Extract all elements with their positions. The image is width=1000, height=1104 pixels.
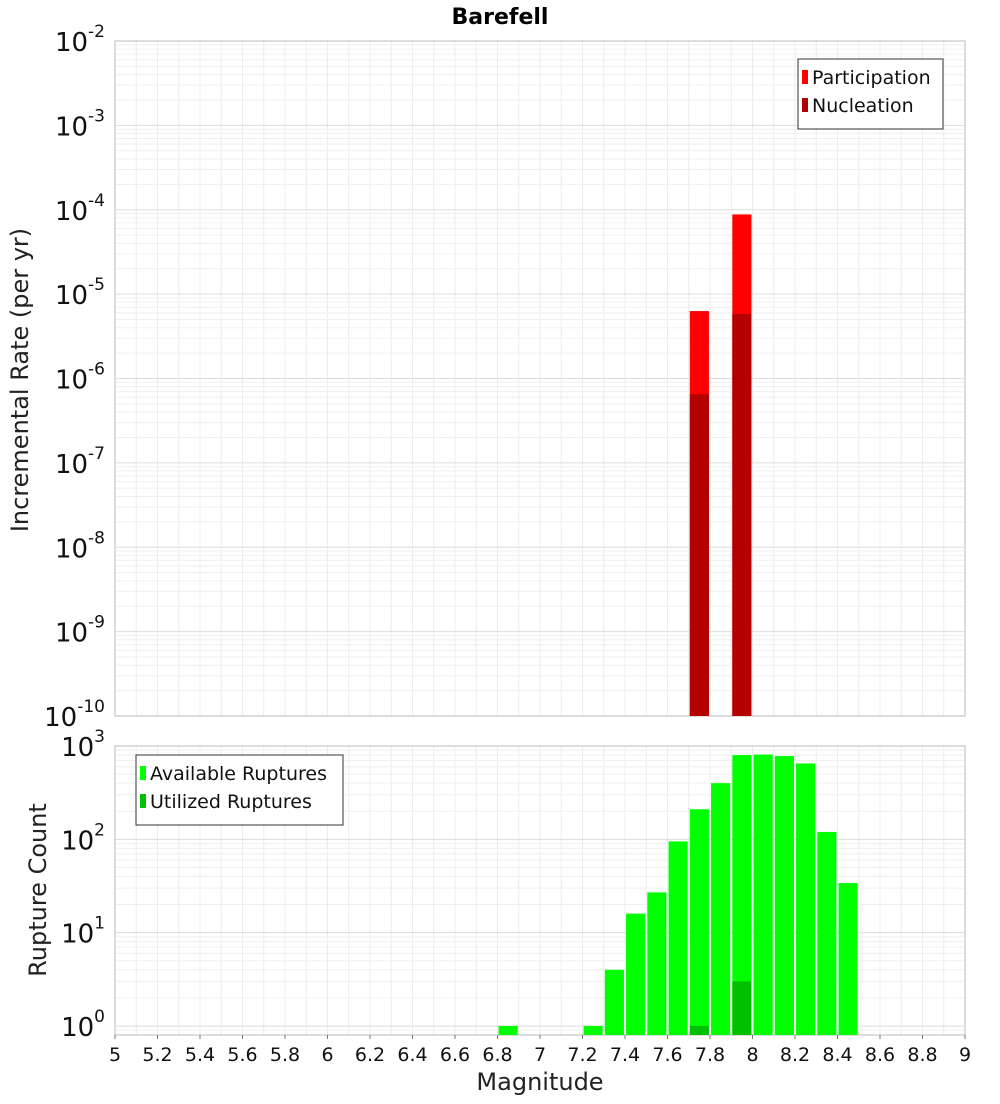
x-tick-label: 7.4	[610, 1044, 640, 1066]
y-tick-base: 10	[55, 281, 88, 311]
y-tick-label: 10-8	[55, 528, 105, 564]
y-tick-label: 10-7	[55, 444, 105, 480]
y-tick-base: 10	[61, 826, 94, 856]
y-tick-base: 10	[55, 619, 88, 649]
y-tick-base: 10	[55, 197, 88, 227]
x-tick-label: 6.8	[482, 1044, 512, 1066]
count-y-axis-label: Rupture Count	[24, 803, 52, 977]
y-tick-label: 10-9	[55, 613, 105, 649]
x-tick-label: 8.8	[907, 1044, 937, 1066]
y-tick-exponent: -6	[88, 360, 105, 380]
y-tick-base: 10	[61, 920, 94, 950]
y-tick-label: 10-4	[55, 191, 105, 227]
legend-label: Participation	[812, 67, 931, 89]
y-tick-label: 100	[61, 1007, 105, 1043]
legend-label: Nucleation	[812, 95, 914, 117]
bar-available-ruptures	[498, 1025, 518, 1035]
chart-title: Barefell	[452, 5, 549, 30]
plot-frame	[114, 40, 966, 717]
x-tick-label: 5.2	[142, 1044, 172, 1066]
y-tick-base: 10	[55, 112, 88, 142]
legend-swatch	[802, 98, 808, 112]
y-tick-exponent: 3	[94, 727, 105, 747]
y-tick-base: 10	[55, 534, 88, 564]
y-tick-base: 10	[61, 1013, 94, 1043]
x-tick-label: 5.4	[185, 1044, 215, 1066]
legend-swatch	[140, 766, 146, 780]
x-axis-label: Magnitude	[476, 1068, 603, 1096]
rate-panel: 10-1010-910-810-710-610-510-410-310-2Par…	[44, 22, 966, 733]
y-tick-label: 10-3	[55, 106, 105, 142]
x-tick-label: 9	[959, 1044, 971, 1066]
x-tick-label: 5	[109, 1044, 121, 1066]
bar-available-ruptures	[668, 841, 688, 1035]
legend-label: Available Ruptures	[150, 763, 327, 785]
y-tick-exponent: -4	[88, 191, 105, 211]
bar-available-ruptures	[711, 783, 731, 1035]
x-tick-label: 5.6	[227, 1044, 257, 1066]
y-tick-base: 10	[61, 733, 94, 763]
bar-available-ruptures	[753, 754, 773, 1035]
bar-available-ruptures	[796, 763, 816, 1035]
legend-box	[797, 58, 944, 130]
bar-utilized-ruptures	[689, 1025, 709, 1035]
y-tick-label: 10-10	[44, 697, 105, 733]
bar-available-ruptures	[774, 756, 794, 1035]
legend-swatch	[802, 70, 808, 84]
x-tick-label: 6.6	[440, 1044, 470, 1066]
x-tick-label: 8.4	[822, 1044, 852, 1066]
bar-available-ruptures	[647, 892, 667, 1035]
x-tick-label: 7.2	[567, 1044, 597, 1066]
y-tick-exponent: 1	[94, 914, 105, 934]
bar-available-ruptures	[838, 883, 858, 1035]
legend-swatch	[140, 794, 146, 808]
y-tick-label: 101	[61, 914, 105, 950]
y-tick-base: 10	[44, 703, 77, 733]
y-tick-exponent: -7	[88, 444, 105, 464]
x-tick-label: 7.6	[652, 1044, 682, 1066]
y-tick-label: 102	[61, 820, 105, 856]
y-tick-exponent: -3	[88, 106, 105, 126]
x-tick-label: 8.2	[780, 1044, 810, 1066]
y-tick-base: 10	[55, 28, 88, 58]
bar-available-ruptures	[604, 969, 624, 1035]
legend-label: Utilized Ruptures	[150, 791, 312, 813]
y-tick-label: 10-6	[55, 360, 105, 396]
y-tick-exponent: -5	[88, 275, 105, 295]
x-tick-label: 8.6	[865, 1044, 895, 1066]
x-tick-label: 6	[321, 1044, 333, 1066]
bar-nucleation	[732, 314, 752, 716]
bar-utilized-ruptures	[732, 981, 752, 1035]
x-tick-label: 7	[534, 1044, 546, 1066]
y-tick-label: 103	[61, 727, 105, 763]
y-tick-exponent: 0	[94, 1007, 105, 1027]
x-tick-label: 7.8	[695, 1044, 725, 1066]
y-tick-exponent: -2	[88, 22, 105, 42]
legend-box	[135, 754, 344, 826]
bar-nucleation	[689, 394, 709, 716]
y-tick-exponent: -9	[88, 613, 105, 633]
y-tick-exponent: 2	[94, 820, 105, 840]
y-tick-label: 10-2	[55, 22, 105, 58]
x-tick-label: 5.8	[270, 1044, 300, 1066]
bar-available-ruptures	[689, 809, 709, 1035]
rate-y-axis-label: Incremental Rate (per yr)	[6, 228, 34, 532]
y-tick-label: 10-5	[55, 275, 105, 311]
bar-available-ruptures	[583, 1025, 603, 1035]
bar-available-ruptures	[626, 913, 646, 1035]
bar-available-ruptures	[817, 831, 837, 1035]
y-tick-base: 10	[55, 450, 88, 480]
x-tick-label: 6.4	[397, 1044, 427, 1066]
bar-available-ruptures	[732, 755, 752, 1035]
y-tick-exponent: -8	[88, 528, 105, 548]
y-tick-base: 10	[55, 366, 88, 396]
y-tick-exponent: -10	[77, 697, 105, 717]
x-tick-label: 8	[746, 1044, 758, 1066]
x-tick-label: 6.2	[355, 1044, 385, 1066]
